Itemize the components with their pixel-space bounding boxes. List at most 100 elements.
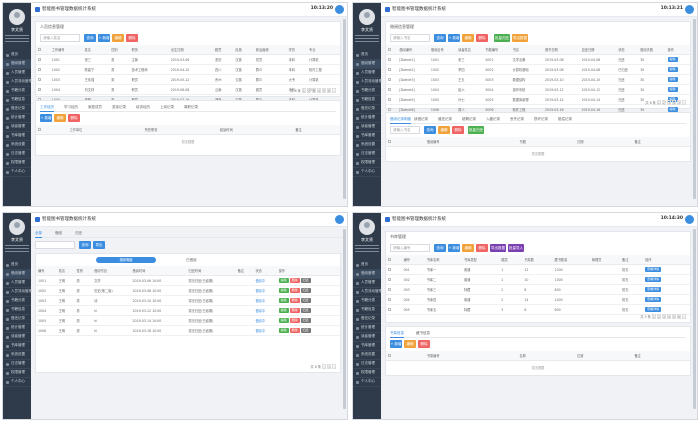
row-checkbox[interactable]: [388, 87, 391, 91]
search-input[interactable]: 请输入书名: [390, 34, 430, 42]
select-all-checkbox[interactable]: [388, 353, 391, 357]
sidebar-item[interactable]: 人员管理: [3, 279, 31, 288]
column-header[interactable]: [386, 137, 425, 147]
sidebar-item[interactable]: 书籍信息: [353, 96, 381, 105]
sidebar-item[interactable]: 书籍分类: [3, 87, 31, 96]
row-action-button[interactable]: 编辑: [278, 308, 289, 313]
row-checkbox[interactable]: [38, 77, 41, 81]
column-header[interactable]: 操作: [276, 266, 340, 276]
sidebar-item[interactable]: 书籍信息: [3, 96, 31, 105]
table-row[interactable]: 001 书库一 普通 1 12 1200 暂无 查看详情: [386, 264, 690, 275]
column-header[interactable]: 状态: [616, 45, 639, 55]
row-checkbox[interactable]: [388, 307, 391, 311]
row-action-button[interactable]: 查看详情: [645, 267, 662, 272]
column-header[interactable]: [36, 125, 68, 135]
column-header[interactable]: 管理员: [589, 255, 621, 265]
search-button[interactable]: 查询: [434, 244, 446, 252]
row-checkbox[interactable]: [38, 87, 41, 91]
user-menu-icon[interactable]: [685, 215, 694, 224]
add-button[interactable]: + 新增: [448, 34, 460, 42]
table-row[interactable]: [Dotnet4] 1004 赵六 S004 操作系统 2019-03-12 2019-04…: [386, 84, 690, 95]
table-row[interactable]: 1003 王伟强男职员 2019-05-12 贵州 汉族 群众 大专 计算机: [36, 74, 340, 85]
sidebar-item[interactable]: 个人中心: [3, 168, 31, 177]
sidebar-item[interactable]: 首页: [3, 261, 31, 270]
row-checkbox[interactable]: [388, 67, 391, 71]
sidebar-item[interactable]: 首页: [3, 51, 31, 60]
search-button[interactable]: 查询: [434, 34, 446, 42]
tab[interactable]: 家庭成员: [88, 105, 102, 109]
sidebar-item[interactable]: 书籍分类: [353, 297, 381, 306]
sidebar-item[interactable]: 借还记录: [353, 315, 381, 324]
scrollbar[interactable]: [343, 19, 346, 199]
column-header[interactable]: 政治面貌: [253, 45, 287, 55]
sidebar-item[interactable]: 读者管理: [3, 123, 31, 132]
column-header[interactable]: 工作单位: [67, 125, 143, 135]
sidebar-item[interactable]: 日志管理: [3, 150, 31, 159]
sidebar-item[interactable]: 权限管理: [353, 159, 381, 168]
table-row[interactable]: [Dotnet3] 1003 王五 S003 数据结构 2019-03-10 2019-04…: [386, 74, 690, 85]
edit-button[interactable]: 编辑: [462, 34, 474, 42]
column-header[interactable]: 读者姓名: [456, 45, 484, 55]
column-header[interactable]: 工作编号: [49, 45, 83, 55]
row-action-button[interactable]: 归还: [300, 278, 311, 283]
sidebar-item[interactable]: 读者管理: [3, 333, 31, 342]
tab[interactable]: 赔偿记录: [558, 117, 572, 121]
search-button[interactable]: 查询: [79, 241, 91, 249]
tab[interactable]: 藏书信息: [416, 331, 430, 335]
tab[interactable]: 培训经历: [136, 105, 150, 109]
column-header[interactable]: [36, 45, 50, 55]
export-button[interactable]: 导出: [93, 241, 105, 249]
row-action-button[interactable]: 查看详情: [645, 297, 662, 302]
sidebar-item[interactable]: 读者管理: [353, 123, 381, 132]
column-header[interactable]: 性别: [74, 266, 93, 276]
row-action-button[interactable]: 编辑: [278, 278, 289, 283]
table-row[interactable]: 1001 张三男主管 2019-03-06 重庆 汉族 党员 本科 计算机: [36, 54, 340, 65]
row-checkbox[interactable]: [388, 107, 391, 111]
sidebar-item[interactable]: 人员流动管理: [3, 78, 32, 87]
detail-edit-button[interactable]: 编辑: [54, 114, 66, 122]
select-all-checkbox[interactable]: [38, 127, 41, 131]
scrollbar[interactable]: [693, 19, 696, 199]
column-header[interactable]: 备注: [632, 137, 690, 147]
table-row[interactable]: 1002 陈建宁男技术工程师 2019-04-10 四川 汉族 群众 本科 软件工程: [36, 64, 340, 75]
pagination[interactable]: 共 6 条 ‹ 1 ›: [310, 364, 336, 369]
sidebar-item[interactable]: 人员流动管理: [353, 78, 382, 87]
row-action-button[interactable]: 编辑: [667, 57, 678, 62]
row-action-button[interactable]: 删除: [289, 288, 300, 293]
scrollbar[interactable]: [343, 229, 346, 409]
sidebar-item[interactable]: 日志管理: [353, 150, 381, 159]
column-header[interactable]: 借阅证号: [428, 45, 457, 55]
sidebar-item[interactable]: 书库管理: [353, 342, 381, 351]
sidebar-item[interactable]: 人员管理: [3, 69, 31, 78]
select-all-checkbox[interactable]: [388, 139, 391, 143]
column-header[interactable]: 备注: [620, 255, 644, 265]
sidebar-item[interactable]: 首页: [353, 261, 381, 270]
column-header[interactable]: 专业: [307, 45, 340, 55]
tab[interactable]: 丢失记录: [510, 117, 524, 121]
row-checkbox[interactable]: [38, 67, 41, 71]
row-action-button[interactable]: 编辑: [278, 298, 289, 303]
row-action-button[interactable]: 编辑: [667, 87, 678, 92]
column-header[interactable]: 借阅时间: [130, 266, 187, 276]
pagination[interactable]: 共 5 条 1 2 3 4 5 6 ›: [640, 314, 686, 319]
search-button[interactable]: 查询: [84, 34, 96, 42]
column-header[interactable]: 借阅天数: [638, 45, 666, 55]
column-header[interactable]: 书库类型: [461, 255, 500, 265]
sidebar-item[interactable]: 个人中心: [3, 378, 31, 387]
row-action-button[interactable]: 编辑: [667, 77, 678, 82]
column-header[interactable]: 状态: [253, 266, 277, 276]
tab[interactable]: 归还: [75, 231, 82, 235]
row-action-button[interactable]: 查看详情: [645, 287, 662, 292]
column-header[interactable]: 借阅编号: [424, 137, 518, 147]
row-action-button[interactable]: 归还: [300, 288, 311, 293]
detail-add-button[interactable]: + 新增: [390, 340, 402, 348]
tab[interactable]: 损坏记录: [534, 117, 548, 121]
sidebar-item[interactable]: 权限管理: [3, 159, 31, 168]
table-row[interactable]: 1006 王明男 hi 2019-03-16 10:00 暂无归还(已逾期) 借阅中 编辑删…: [36, 325, 340, 336]
sidebar-item[interactable]: 日志管理: [3, 360, 31, 369]
table-row[interactable]: 003 书库三 特藏 2 8 800 暂无 查看详情: [386, 284, 690, 295]
column-header[interactable]: 姓名: [82, 45, 110, 55]
sidebar-item[interactable]: 人员流动管理: [3, 288, 32, 297]
column-header[interactable]: 编号: [36, 266, 57, 276]
select-all-checkbox[interactable]: [388, 257, 391, 261]
